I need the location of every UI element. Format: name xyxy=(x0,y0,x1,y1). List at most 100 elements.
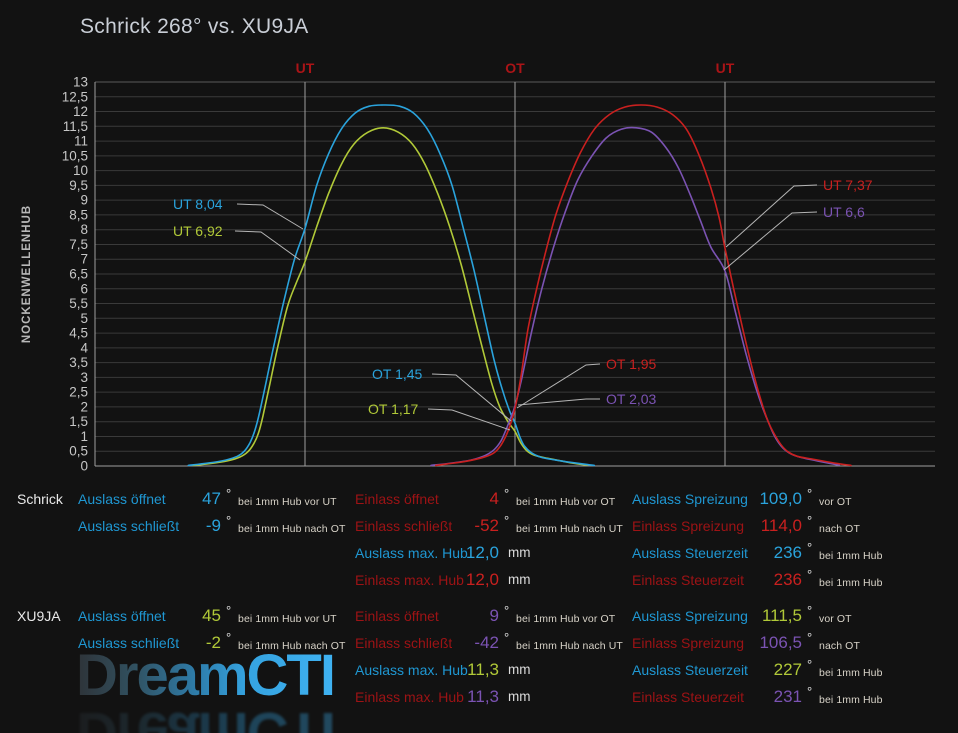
table-label: Auslass schließt xyxy=(78,635,180,651)
degree-unit: ° xyxy=(807,603,813,618)
table-label: Auslass öffnet xyxy=(78,608,166,624)
degree-unit: ° xyxy=(807,684,813,699)
callout-line xyxy=(234,230,301,261)
table-value: 4 xyxy=(489,489,499,508)
y-tick-label: 2,5 xyxy=(69,385,88,400)
degree-unit: ° xyxy=(807,486,813,501)
degree-unit: ° xyxy=(226,630,232,645)
table-label: Auslass Steuerzeit xyxy=(632,662,748,678)
unit-note: bei 1mm Hub vor UT xyxy=(238,613,337,625)
table-label: Einlass schließt xyxy=(355,518,453,534)
table-value: 111,5 xyxy=(761,606,802,625)
degree-unit: ° xyxy=(226,486,232,501)
table-value: -2 xyxy=(205,633,221,652)
y-tick-label: 13 xyxy=(73,75,88,90)
callout-line xyxy=(427,408,511,431)
degree-unit: ° xyxy=(807,657,813,672)
curve-xu9ja-auslass xyxy=(192,126,589,467)
callout-line xyxy=(431,373,512,422)
degree-unit: ° xyxy=(504,486,510,501)
y-tick-label: 12,5 xyxy=(62,89,88,104)
y-tick-label: 3 xyxy=(80,370,88,385)
unit-note: bei 1mm Hub xyxy=(819,577,883,589)
curve-value-label: UT 7,37 xyxy=(823,177,873,193)
degree-unit: ° xyxy=(226,603,232,618)
table-value: 114,0 xyxy=(760,516,802,535)
unit-note: bei 1mm Hub nach UT xyxy=(516,523,623,535)
mm-unit: mm xyxy=(508,572,531,587)
mm-unit: mm xyxy=(508,545,531,560)
unit-note: nach OT xyxy=(819,523,860,535)
unit-note: bei 1mm Hub nach OT xyxy=(238,523,346,535)
curve-value-label: OT 1,95 xyxy=(606,356,657,372)
cam-name: XU9JA xyxy=(17,608,61,624)
degree-unit: ° xyxy=(226,513,232,528)
y-tick-label: 0 xyxy=(80,459,88,474)
y-tick-label: 1,5 xyxy=(69,414,88,429)
unit-note: vor OT xyxy=(819,496,852,508)
degree-unit: ° xyxy=(807,513,813,528)
table-label: Einlass Spreizung xyxy=(632,635,745,651)
y-tick-label: 11,5 xyxy=(63,119,88,134)
table-label: Einlass Steuerzeit xyxy=(632,689,745,705)
curve-value-label: OT 2,03 xyxy=(606,391,657,407)
table-value: 9 xyxy=(489,606,499,625)
curve-value-label: UT 6,92 xyxy=(173,223,223,239)
table-value: 12,0 xyxy=(465,543,499,562)
table-value: 45 xyxy=(202,606,221,625)
mm-unit: mm xyxy=(508,689,531,704)
cam-name: Schrick xyxy=(17,491,63,507)
table-value: 236 xyxy=(773,570,802,589)
y-tick-label: 10 xyxy=(73,163,88,178)
table-label: Auslass max. Hub xyxy=(355,545,468,561)
curve-value-label: UT 8,04 xyxy=(173,196,223,212)
table-value: 47 xyxy=(202,489,221,508)
table-label: Auslass öffnet xyxy=(78,491,166,507)
unit-note: bei 1mm Hub nach OT xyxy=(238,640,346,652)
callout-line xyxy=(723,211,818,271)
y-tick-label: 0,5 xyxy=(69,444,88,459)
y-tick-label: 12 xyxy=(73,104,88,119)
unit-note: bei 1mm Hub vor OT xyxy=(516,496,616,508)
degree-unit: ° xyxy=(807,540,813,555)
unit-note: bei 1mm Hub vor UT xyxy=(238,496,337,508)
table-value: -9 xyxy=(205,516,221,535)
table-value: 109,0 xyxy=(759,489,802,508)
y-tick-label: 3,5 xyxy=(69,355,88,370)
unit-note: bei 1mm Hub xyxy=(819,694,883,706)
table-label: Auslass schließt xyxy=(78,518,180,534)
dreamcti-logo: DreamCTI DreamCTI xyxy=(76,646,336,733)
table-label: Einlass max. Hub xyxy=(355,572,464,588)
callout-line xyxy=(516,363,601,409)
table-label: Einlass öffnet xyxy=(355,491,439,507)
table-label: Einlass Steuerzeit xyxy=(632,572,745,588)
y-tick-label: 7,5 xyxy=(69,237,88,252)
table-label: Einlass max. Hub xyxy=(355,689,464,705)
y-tick-label: 2 xyxy=(80,399,88,414)
y-tick-label: 9,5 xyxy=(69,178,88,193)
callout-line xyxy=(236,203,304,230)
y-tick-label: 8 xyxy=(80,222,88,237)
table-value: 236 xyxy=(773,543,802,562)
degree-unit: ° xyxy=(504,630,510,645)
unit-note: vor OT xyxy=(819,613,852,625)
unit-note: bei 1mm Hub vor OT xyxy=(516,613,616,625)
table-value: -52 xyxy=(474,516,499,535)
degree-unit: ° xyxy=(504,513,510,528)
y-tick-label: 5 xyxy=(80,311,88,326)
table-value: 227 xyxy=(773,660,802,679)
table-value: 231 xyxy=(773,687,802,706)
y-tick-label: 6,5 xyxy=(69,267,88,282)
y-tick-label: 11 xyxy=(74,134,88,149)
curve-value-label: OT 1,17 xyxy=(368,401,419,417)
curve-value-label: UT 6,6 xyxy=(823,204,865,220)
y-tick-label: 7 xyxy=(80,252,88,267)
y-tick-label: 9 xyxy=(80,193,88,208)
degree-unit: ° xyxy=(807,630,813,645)
callout-line xyxy=(725,184,818,248)
y-tick-label: 8,5 xyxy=(69,207,88,222)
y-tick-label: 10,5 xyxy=(62,148,88,163)
y-tick-label: 4 xyxy=(80,340,88,355)
y-tick-label: 5,5 xyxy=(69,296,88,311)
